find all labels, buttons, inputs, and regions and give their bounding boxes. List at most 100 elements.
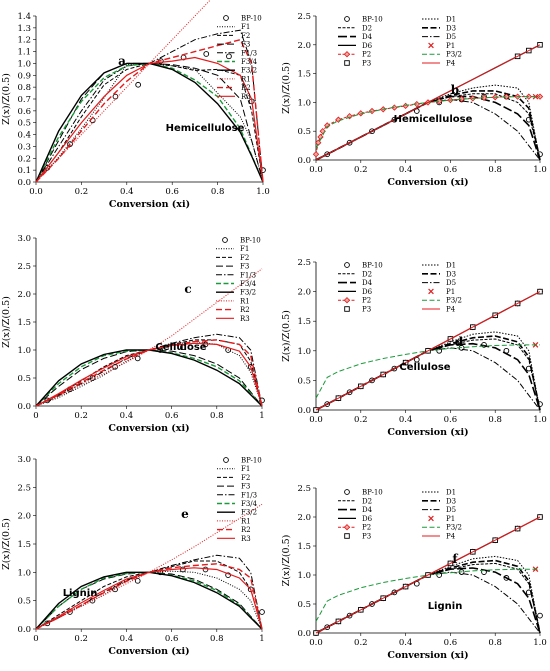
legend-item-d5: D5	[422, 506, 456, 514]
legend-label: F3/4	[241, 500, 258, 508]
legend-item-r1: R1	[217, 75, 251, 83]
series-line-p3-2	[315, 344, 540, 399]
legend-item-f2: F2	[216, 254, 249, 262]
legend-label: F3/2	[241, 67, 257, 75]
legend-label: P2	[362, 524, 371, 532]
x-tick-label: 0.4	[120, 634, 134, 644]
x-tick-label: 0.4	[120, 187, 134, 197]
data-point-p2	[368, 107, 376, 115]
data-point-p2	[458, 95, 465, 103]
series-line-d5	[315, 347, 541, 411]
legend-label: F3	[241, 41, 250, 49]
series-line-f3-2	[35, 62, 264, 183]
legend-item-d1: D1	[422, 489, 456, 497]
y-axis-label: Z(x)/Z(0.5)	[1, 296, 12, 348]
legend-item-d4: D4	[338, 33, 373, 41]
x-tick-label: 0.8	[210, 411, 224, 421]
x-tick-label: 0.2	[354, 165, 368, 175]
legend-item-d5: D5	[422, 279, 456, 287]
y-tick-label: 0.1	[17, 166, 31, 176]
legend-label: P2	[362, 51, 371, 59]
data-point-p2	[436, 98, 443, 105]
legend-item-bp-10: BP-10	[222, 237, 261, 245]
legend-label: P1	[446, 288, 455, 296]
x-tick-label: 0.6	[165, 634, 179, 644]
legend-swatch-marker	[223, 15, 229, 21]
x-tick-label: 0.2	[354, 415, 368, 425]
legend-swatch-marker	[344, 489, 350, 495]
legend-label: R2	[241, 84, 251, 92]
y-tick-label: 0.6	[17, 107, 31, 117]
series-p2	[312, 93, 544, 158]
legend-item-p3-2: P3/2	[422, 524, 462, 532]
y-tick-label: 2.0	[17, 512, 31, 522]
legend-swatch-marker	[344, 306, 350, 312]
x-tick-label: 0.0	[309, 415, 323, 425]
legend-item-p1: P1	[428, 515, 455, 523]
series-f3-2	[35, 62, 264, 183]
panel-title: Cellulose	[399, 362, 450, 373]
legend-label: D5	[446, 33, 456, 41]
data-point-p2	[357, 110, 364, 117]
chart-panel-c: 0 0.2 0.4 0.6 0.8 1 0.0 0.5 1.0 1.5 2.0 2.5 3.0 Conve…	[1, 234, 265, 434]
legend-label: R2	[240, 306, 250, 314]
y-tick-label: 1.5	[297, 70, 311, 80]
legend-item-d2: D2	[338, 270, 372, 278]
series-d5	[315, 347, 541, 411]
panel-title: Cellulose	[155, 342, 206, 353]
series-r3	[35, 567, 263, 630]
x-tick-label: 1.0	[533, 415, 547, 425]
legend-label: D6	[362, 42, 373, 50]
panel-title: Lignin	[428, 601, 463, 612]
series-r1	[35, 268, 263, 407]
legend-label: R3	[241, 535, 251, 543]
legend-item-f1-3: F1/3	[217, 49, 257, 57]
legend-swatch-marker	[222, 237, 228, 243]
legend-label: R1	[240, 297, 250, 305]
legend-item-p3: P3	[344, 306, 371, 314]
legend-label: P4	[446, 306, 456, 314]
legend-item-p3-2: P3/2	[422, 297, 462, 305]
y-tick-label: 1.5	[297, 317, 311, 327]
legend-item-d3: D3	[422, 24, 456, 32]
data-point-bp-10	[202, 566, 209, 573]
legend-label: R2	[241, 526, 251, 534]
y-tick-label: 1.3	[17, 24, 31, 34]
x-axis-label: Conversion (xi)	[387, 177, 468, 188]
y-tick-label: 2.0	[297, 288, 311, 298]
x-axis-label: Conversion (xi)	[387, 427, 468, 438]
legend-item-r2: R2	[217, 84, 251, 92]
legend-swatch-marker	[343, 297, 351, 304]
y-tick-label: 1.0	[297, 98, 311, 108]
series-line-f1-3	[35, 333, 263, 407]
panel-label: a	[118, 54, 126, 68]
series-p3-2	[315, 568, 540, 622]
y-tick-label: 1.0	[17, 346, 31, 356]
legend-label: D1	[446, 489, 456, 497]
series-r1	[35, 0, 211, 183]
legend-item-f2: F2	[217, 474, 250, 482]
panel-label: b	[451, 83, 459, 97]
legend-item-f1: F1	[217, 465, 250, 473]
y-tick-label: 1.0	[17, 59, 31, 69]
y-tick-label: 2.5	[297, 12, 311, 22]
y-axis-label: Z(x)/Z(0.5)	[1, 73, 12, 125]
y-tick-label: 1.5	[297, 542, 311, 552]
legend-label: BP-10	[241, 457, 262, 465]
legend-item-bp-10: BP-10	[344, 16, 383, 24]
legend-label: D5	[446, 279, 456, 287]
legend-label: P3	[362, 60, 371, 68]
legend-label: P3/2	[446, 524, 462, 532]
x-tick-label: 0.6	[165, 187, 179, 197]
legend-item-r3: R3	[217, 93, 251, 101]
series-line-p4	[315, 516, 541, 634]
x-tick-label: 0	[33, 411, 38, 421]
legend-item-r2: R2	[217, 526, 251, 534]
legend-item-p3-2: P3/2	[422, 51, 462, 59]
legend-label: R3	[241, 93, 251, 101]
data-point-p2	[480, 94, 488, 101]
legend-item-p3: P3	[344, 60, 371, 68]
